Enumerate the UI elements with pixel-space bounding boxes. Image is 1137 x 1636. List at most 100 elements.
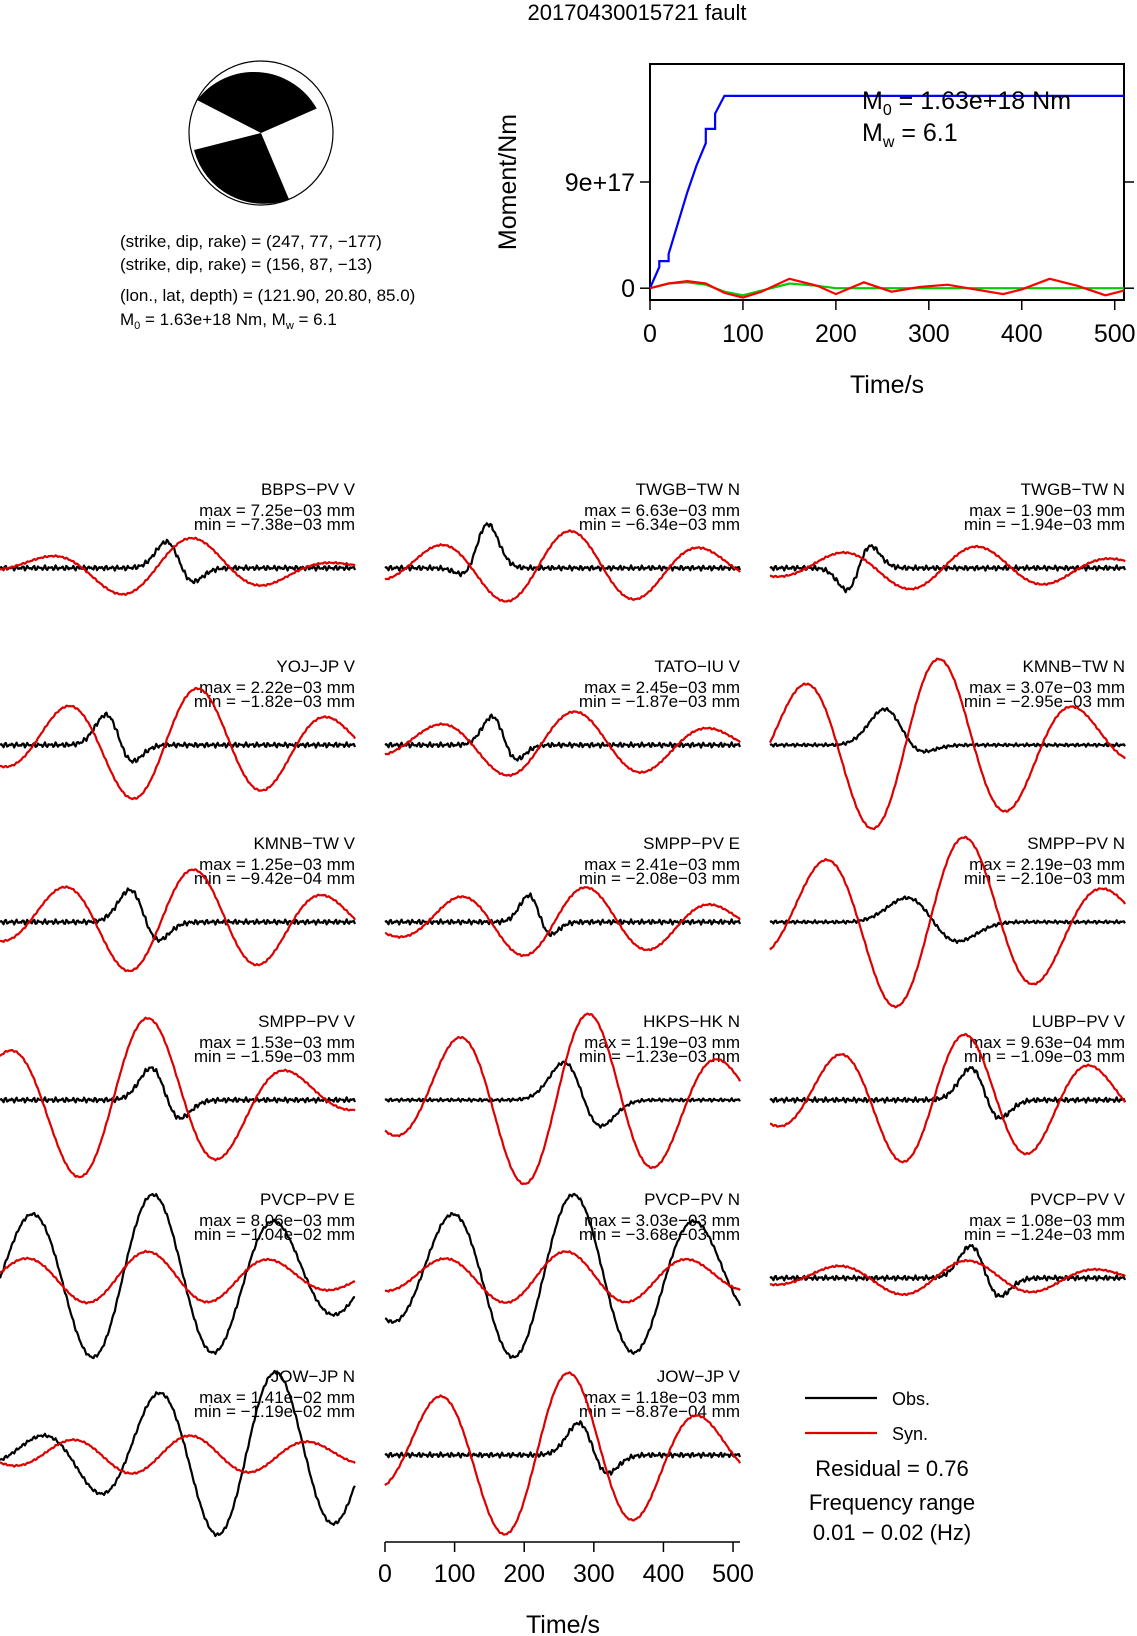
observed-trace bbox=[769, 1066, 1127, 1120]
moment-ytick-label: 9e+17 bbox=[565, 169, 635, 197]
amplitude-max: max = 1.19e−03 mm bbox=[584, 1033, 740, 1052]
observed-trace bbox=[769, 895, 1126, 945]
station-label: LUBP−PV V bbox=[1032, 1012, 1126, 1031]
moment-xtick-label: 0 bbox=[643, 320, 657, 348]
waveform-xtick-label: 200 bbox=[503, 1560, 545, 1588]
observed-trace bbox=[769, 544, 1127, 594]
focal-line-3: (lon., lat, depth) = (121.90, 20.80, 85.… bbox=[120, 286, 415, 305]
observed-trace bbox=[384, 1192, 742, 1360]
beachball-compression-2 bbox=[194, 133, 289, 204]
station-label: HKPS−HK N bbox=[643, 1012, 740, 1031]
amplitude-max: max = 9.63e−04 mm bbox=[969, 1033, 1125, 1052]
amplitude-max: max = 1.18e−03 mm bbox=[584, 1388, 740, 1407]
station-label: JOW−JP V bbox=[657, 1367, 741, 1386]
synthetic-trace bbox=[769, 835, 1126, 1009]
waveform-xtick-label: 400 bbox=[643, 1560, 685, 1588]
synthetic-trace bbox=[384, 1012, 742, 1186]
synthetic-trace bbox=[0, 1016, 356, 1179]
beachball bbox=[188, 60, 334, 206]
amplitude-max: max = 1.53e−03 mm bbox=[199, 1033, 355, 1052]
waveform-xtick-label: 300 bbox=[573, 1560, 615, 1588]
station-label: SMPP−PV V bbox=[258, 1012, 356, 1031]
observed-trace bbox=[0, 1192, 356, 1360]
amplitude-max: max = 1.90e−03 mm bbox=[969, 501, 1125, 520]
station-label: SMPP−PV E bbox=[643, 834, 740, 853]
frequency-label: Frequency range bbox=[809, 1490, 975, 1515]
amplitude-min: min = −8.87e−04 mm bbox=[579, 1402, 740, 1421]
station-label: PVCP−PV V bbox=[1030, 1190, 1126, 1209]
amplitude-min: min = −9.42e−04 mm bbox=[194, 869, 355, 888]
figure-title: 20170430015721 fault bbox=[528, 0, 747, 25]
synthetic-trace bbox=[384, 529, 741, 603]
amplitude-max: max = 1.25e−03 mm bbox=[199, 855, 355, 874]
amplitude-max: max = 2.22e−03 mm bbox=[199, 678, 355, 697]
amplitude-min: min = −3.68e−03 mm bbox=[579, 1225, 740, 1244]
synthetic-trace bbox=[384, 1371, 741, 1536]
moment-xtick-label: 400 bbox=[1001, 320, 1043, 348]
moment-xtick-label: 100 bbox=[722, 320, 764, 348]
observed-trace bbox=[769, 1244, 1127, 1298]
waveform-xlabel: Time/s bbox=[526, 1611, 600, 1636]
moment-mw-annotation: Mw = 6.1 bbox=[862, 119, 958, 151]
observed-trace bbox=[384, 522, 742, 578]
amplitude-min: min = −1.09e−03 mm bbox=[964, 1047, 1125, 1066]
amplitude-min: min = −2.10e−03 mm bbox=[964, 869, 1125, 888]
moment-xtick-label: 500 bbox=[1094, 320, 1136, 348]
legend-obs-label: Obs. bbox=[892, 1389, 930, 1409]
station-label: KMNB−TW V bbox=[253, 834, 355, 853]
moment-xlabel: Time/s bbox=[850, 371, 924, 399]
station-label: JOW−JP N bbox=[271, 1367, 355, 1386]
observed-trace bbox=[384, 1420, 742, 1476]
amplitude-max: max = 2.19e−03 mm bbox=[969, 855, 1125, 874]
amplitude-max: max = 7.25e−03 mm bbox=[199, 501, 355, 520]
amplitude-max: max = 6.63e−03 mm bbox=[584, 501, 740, 520]
amplitude-min: min = −6.34e−03 mm bbox=[579, 515, 740, 534]
synthetic-trace bbox=[384, 1250, 741, 1304]
amplitude-max: max = 1.08e−03 mm bbox=[969, 1211, 1125, 1230]
waveform-xtick-label: 500 bbox=[712, 1560, 754, 1588]
amplitude-min: min = −2.08e−03 mm bbox=[579, 869, 740, 888]
observed-trace bbox=[0, 1066, 357, 1120]
synthetic-trace bbox=[0, 1249, 356, 1305]
synthetic-trace bbox=[769, 544, 1126, 591]
legend: Obs. Syn. Residual = 0.76 Frequency rang… bbox=[805, 1389, 975, 1545]
amplitude-min: min = −2.95e−03 mm bbox=[964, 692, 1125, 711]
moment-series-group bbox=[648, 94, 1125, 299]
residual-text: Residual = 0.76 bbox=[815, 1456, 969, 1481]
synthetic-trace bbox=[769, 1032, 1126, 1164]
focal-line-1: (strike, dip, rake) = (247, 77, −177) bbox=[120, 232, 382, 251]
station-label: KMNB−TW N bbox=[1023, 657, 1125, 676]
station-label: PVCP−PV E bbox=[260, 1190, 355, 1209]
station-label: BBPS−PV V bbox=[261, 480, 356, 499]
station-label: TWGB−TW N bbox=[1021, 480, 1125, 499]
moment-m0-annotation: M0 = 1.63e+18 Nm bbox=[862, 87, 1071, 119]
moment-xtick-label: 300 bbox=[908, 320, 950, 348]
observed-trace bbox=[384, 1060, 741, 1129]
moment-series-2 bbox=[649, 277, 1125, 299]
observed-trace bbox=[0, 711, 357, 764]
station-label: SMPP−PV N bbox=[1027, 834, 1125, 853]
moment-series-1 bbox=[649, 281, 1124, 297]
amplitude-min: min = −1.24e−03 mm bbox=[964, 1225, 1125, 1244]
synthetic-trace bbox=[0, 1434, 356, 1476]
station-label: YOJ−JP V bbox=[276, 657, 355, 676]
amplitude-min: min = −1.59e−03 mm bbox=[194, 1047, 355, 1066]
station-label: TATO−IU V bbox=[655, 657, 741, 676]
observed-trace bbox=[0, 538, 357, 585]
observed-trace bbox=[769, 706, 1126, 754]
amplitude-max: max = 3.07e−03 mm bbox=[969, 678, 1125, 697]
